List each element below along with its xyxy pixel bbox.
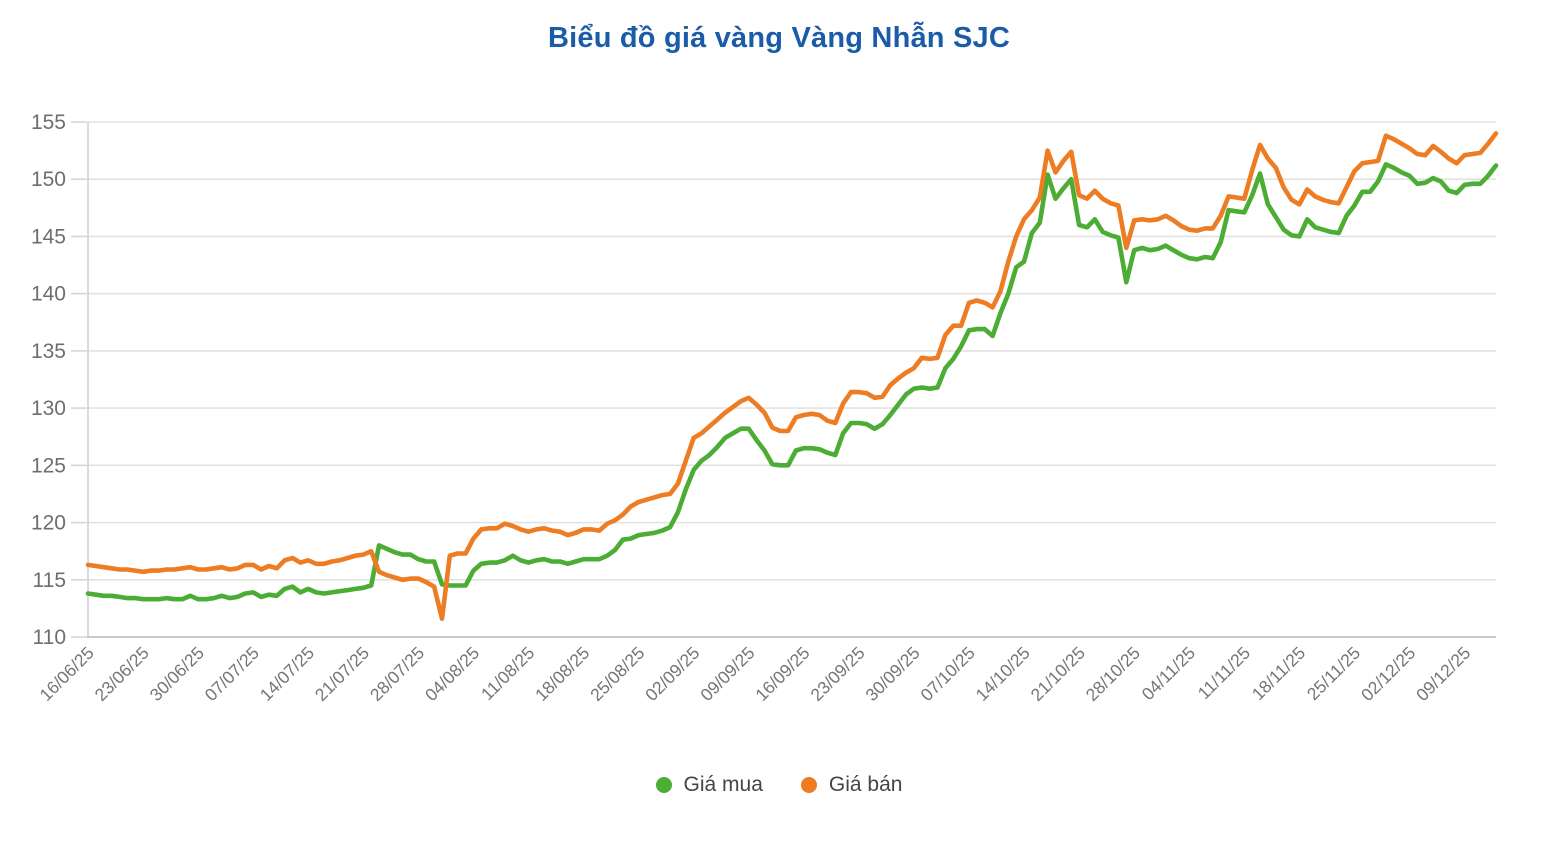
x-tick-label: 02/09/25 (641, 643, 703, 705)
x-tick-label: 07/07/25 (201, 643, 263, 705)
x-tick-label: 25/08/25 (586, 643, 648, 705)
x-tick-label: 14/07/25 (256, 643, 318, 705)
buy-line (85, 162, 1499, 602)
x-tick-label: 09/12/25 (1412, 643, 1474, 705)
sell-line (85, 131, 1499, 622)
x-tick-label: 11/11/25 (1194, 643, 1254, 703)
x-tick-label: 09/09/25 (696, 643, 758, 705)
chart-legend: Giá mua Giá bán (0, 773, 1558, 797)
y-tick-label: 145 (31, 225, 66, 248)
x-tick-label: 28/07/25 (366, 643, 428, 705)
x-tick-label: 18/11/25 (1248, 643, 1309, 704)
chart-title: Biểu đồ giá vàng Vàng Nhẫn SJC (547, 22, 1010, 54)
x-tick-label: 28/10/25 (1082, 643, 1144, 705)
x-tick-label: 16/09/25 (751, 643, 813, 705)
x-tick-label: 23/09/25 (806, 643, 868, 705)
x-tick-label: 16/06/25 (36, 643, 98, 705)
x-tick-label: 21/07/25 (311, 643, 373, 705)
x-tick-label: 14/10/25 (972, 643, 1034, 705)
x-tick-label: 04/08/25 (421, 643, 483, 705)
x-tick-label: 30/06/25 (146, 643, 208, 705)
y-tick-label: 115 (33, 569, 66, 592)
legend-item-buy[interactable]: Giá mua (655, 773, 763, 797)
y-tick-label: 120 (31, 512, 66, 535)
x-tick-label: 18/08/25 (531, 643, 593, 705)
y-tick-label: 135 (31, 340, 66, 363)
x-tick-label: 25/11/25 (1303, 643, 1364, 704)
y-tick-label: 125 (31, 454, 66, 477)
sell-series-dot-icon (800, 777, 817, 793)
y-tick-label: 130 (31, 397, 66, 420)
y-tick-label: 110 (33, 626, 66, 649)
x-tick-label: 30/09/25 (861, 643, 923, 705)
x-tick-label: 02/12/25 (1357, 643, 1419, 705)
legend-label-buy: Giá mua (683, 773, 763, 796)
x-tick-label: 21/10/25 (1027, 643, 1089, 705)
legend-label-sell: Giá bán (828, 773, 903, 796)
x-tick-label: 11/08/25 (477, 643, 538, 704)
buy-series-dot-icon (655, 777, 672, 793)
x-tick-label: 07/10/25 (916, 643, 978, 705)
y-tick-label: 140 (31, 283, 66, 306)
y-tick-label: 155 (31, 111, 66, 134)
x-tick-label: 23/06/25 (91, 643, 153, 705)
x-tick-label: 04/11/25 (1138, 643, 1199, 704)
legend-item-sell[interactable]: Giá bán (800, 773, 903, 797)
y-tick-label: 150 (31, 168, 66, 191)
